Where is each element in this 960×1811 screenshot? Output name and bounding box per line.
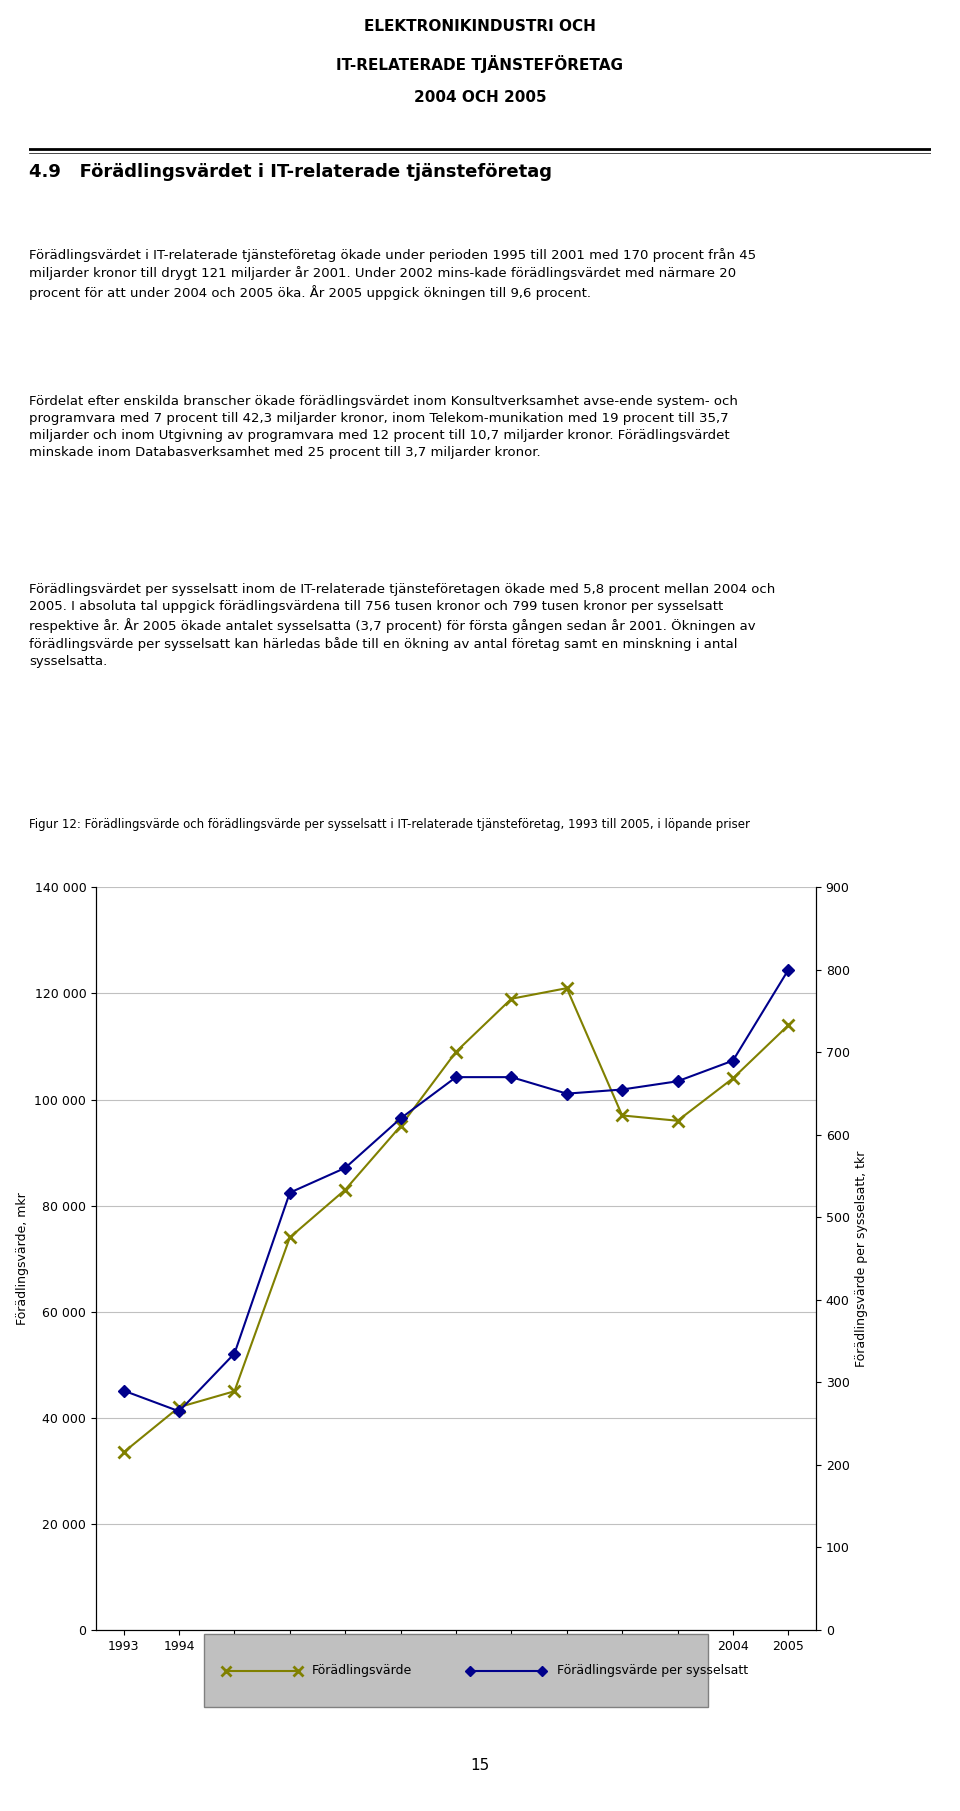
Förädlingsvärde <box>616 1105 628 1126</box>
Förädlingsvärde <box>672 1110 684 1132</box>
Förädlingsvärde per sysselsatt <box>340 1157 351 1179</box>
Text: 15: 15 <box>470 1758 490 1773</box>
Förädlingsvärde per sysselsatt <box>395 1108 406 1130</box>
Förädlingsvärde <box>727 1067 738 1088</box>
Text: IT-RELATERADE TJÄNSTEFÖRETAG: IT-RELATERADE TJÄNSTEFÖRETAG <box>337 54 623 72</box>
Förädlingsvärde per sysselsatt <box>228 1342 240 1364</box>
Förädlingsvärde <box>118 1442 130 1463</box>
Line: Förädlingsvärde: Förädlingsvärde <box>118 983 794 1458</box>
Förädlingsvärde per sysselsatt <box>284 1183 296 1204</box>
Text: Förädlingsvärdet i IT-relaterade tjänsteföretag ökade under perioden 1995 till 2: Förädlingsvärdet i IT-relaterade tjänste… <box>29 248 756 301</box>
Förädlingsvärde <box>395 1116 406 1137</box>
FancyBboxPatch shape <box>204 1634 708 1708</box>
Förädlingsvärde <box>340 1179 351 1201</box>
Förädlingsvärde per sysselsatt <box>727 1050 738 1072</box>
Förädlingsvärde <box>284 1226 296 1248</box>
Förädlingsvärde <box>782 1014 794 1036</box>
Text: Fördelat efter enskilda branscher ökade förädlingsvärdet inom Konsultverksamhet : Fördelat efter enskilda branscher ökade … <box>29 395 737 458</box>
Förädlingsvärde per sysselsatt <box>616 1079 628 1101</box>
Förädlingsvärde per sysselsatt <box>782 960 794 982</box>
Förädlingsvärde per sysselsatt <box>174 1400 185 1422</box>
Text: 2004 OCH 2005: 2004 OCH 2005 <box>414 91 546 105</box>
Förädlingsvärde <box>506 989 517 1011</box>
Förädlingsvärde per sysselsatt <box>450 1067 462 1088</box>
Förädlingsvärde <box>228 1380 240 1402</box>
Line: Förädlingsvärde per sysselsatt: Förädlingsvärde per sysselsatt <box>120 965 792 1416</box>
Text: Figur 12: Förädlingsvärde och förädlingsvärde per sysselsatt i IT-relaterade tjä: Figur 12: Förädlingsvärde och förädlings… <box>29 817 750 831</box>
Y-axis label: Förädlingsvärde, mkr: Förädlingsvärde, mkr <box>16 1192 29 1326</box>
Förädlingsvärde per sysselsatt <box>118 1380 130 1402</box>
Text: Förädlingsvärde: Förädlingsvärde <box>312 1664 412 1677</box>
Text: ELEKTRONIKINDUSTRI OCH: ELEKTRONIKINDUSTRI OCH <box>364 18 596 34</box>
Förädlingsvärde per sysselsatt <box>672 1070 684 1092</box>
Förädlingsvärde <box>450 1041 462 1063</box>
Förädlingsvärde <box>561 978 572 1000</box>
Text: 4.9   Förädlingsvärdet i IT-relaterade tjänsteföretag: 4.9 Förädlingsvärdet i IT-relaterade tjä… <box>29 163 552 181</box>
Y-axis label: Förädlingsvärde per sysselsatt, tkr: Förädlingsvärde per sysselsatt, tkr <box>855 1150 868 1367</box>
Förädlingsvärde <box>174 1396 185 1418</box>
Text: Förädlingsvärdet per sysselsatt inom de IT-relaterade tjänsteföretagen ökade med: Förädlingsvärdet per sysselsatt inom de … <box>29 583 775 668</box>
Text: Förädlingsvärde per sysselsatt: Förädlingsvärde per sysselsatt <box>557 1664 748 1677</box>
Förädlingsvärde per sysselsatt <box>506 1067 517 1088</box>
Förädlingsvärde per sysselsatt <box>561 1083 572 1105</box>
